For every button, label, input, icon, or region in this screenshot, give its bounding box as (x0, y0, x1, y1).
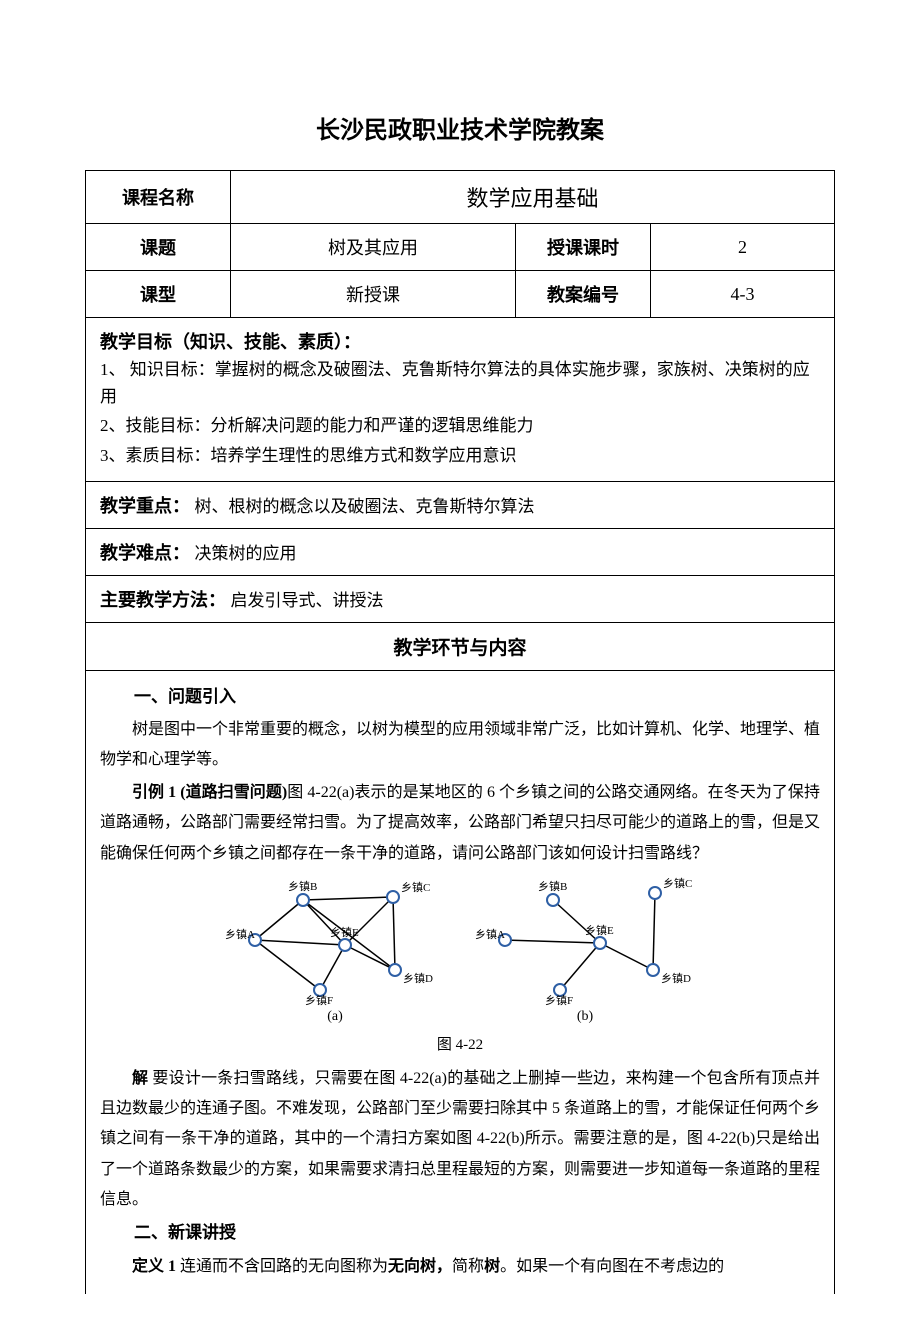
svg-text:乡镇E: 乡镇E (330, 925, 359, 939)
env-title: 教学环节与内容 (86, 622, 835, 670)
row-topic: 课题 树及其应用 授课课时 2 (86, 224, 835, 271)
example-1: 引例 1 (道路扫雪问题)图 4-22(a)表示的是某地区的 6 个乡镇之间的公… (100, 778, 820, 869)
definition-1: 定义 1 连通而不含回路的无向图称为无向树，简称树。如果一个有向图在不考虑边的 (100, 1252, 820, 1282)
def-term1: 无向树， (388, 1258, 452, 1275)
row-keypoint: 教学重点： 树、根树的概念以及破圈法、克鲁斯特尔算法 (86, 481, 835, 528)
topic-label: 课题 (86, 224, 231, 271)
plan-no-value: 4-3 (651, 271, 835, 318)
def-t1: 连通而不含回路的无向图称为 (176, 1258, 388, 1275)
svg-text:乡镇F: 乡镇F (545, 993, 573, 1007)
svg-text:(b): (b) (577, 1009, 594, 1024)
document-title: 长沙民政职业技术学院教案 (85, 110, 835, 145)
svg-text:乡镇C: 乡镇C (663, 876, 692, 890)
difficulty-label: 教学难点： (100, 543, 190, 563)
row-body: 一、问题引入 树是图中一个非常重要的概念，以树为模型的应用领域非常广泛，比如计算… (86, 670, 835, 1294)
def-label: 定义 1 (132, 1258, 176, 1275)
def-t3: 。如果一个有向图在不考虑边的 (500, 1258, 724, 1275)
solution-label: 解 (132, 1070, 148, 1087)
row-goals: 教学目标（知识、技能、素质）： 1、 知识目标：掌握树的概念及破圈法、克鲁斯特尔… (86, 318, 835, 482)
figure-4-22: 乡镇A 乡镇B 乡镇C 乡镇E 乡镇D 乡镇F (a) 乡镇A 乡镇B 乡镇C 乡镇E 乡镇D 乡镇F… (100, 875, 820, 1025)
goal-quality: 3、素质目标：培养学生理性的思维方式和数学应用意识 (100, 442, 820, 469)
type-value: 新授课 (231, 271, 516, 318)
plan-no-label: 教案编号 (516, 271, 651, 318)
solution-paragraph: 解 要设计一条扫雪路线，只需要在图 4-22(a)的基础之上删掉一些边，来构建一… (100, 1064, 820, 1216)
course-name: 数学应用基础 (231, 171, 835, 224)
section-1-heading: 一、问题引入 (100, 681, 820, 713)
method-label: 主要教学方法： (100, 590, 226, 610)
svg-text:乡镇D: 乡镇D (661, 971, 691, 985)
keypoint-text: 树、根树的概念以及破圈法、克鲁斯特尔算法 (195, 497, 535, 516)
row-course-name: 课程名称 数学应用基础 (86, 171, 835, 224)
row-method: 主要教学方法： 启发引导式、讲授法 (86, 575, 835, 622)
lesson-plan-table: 课程名称 数学应用基础 课题 树及其应用 授课课时 2 课型 新授课 教案编号 … (85, 170, 835, 1294)
svg-text:乡镇B: 乡镇B (538, 879, 567, 893)
graph-a: 乡镇A 乡镇B 乡镇C 乡镇E 乡镇D 乡镇F (a) (225, 875, 445, 1025)
svg-text:乡镇A: 乡镇A (225, 927, 255, 941)
svg-text:乡镇B: 乡镇B (288, 879, 317, 893)
svg-text:乡镇E: 乡镇E (585, 923, 614, 937)
goal-knowledge: 1、 知识目标：掌握树的概念及破圈法、克鲁斯特尔算法的具体实施步骤，家族树、决策… (100, 356, 820, 410)
hours-label: 授课课时 (516, 224, 651, 271)
section-2-heading: 二、新课讲授 (100, 1217, 820, 1249)
difficulty-text: 决策树的应用 (195, 544, 297, 563)
svg-text:乡镇F: 乡镇F (305, 993, 333, 1007)
svg-text:(a): (a) (327, 1009, 343, 1024)
intro-paragraph: 树是图中一个非常重要的概念，以树为模型的应用领域非常广泛，比如计算机、化学、地理… (100, 715, 820, 776)
row-env-title: 教学环节与内容 (86, 622, 835, 670)
keypoint-label: 教学重点： (100, 496, 190, 516)
def-t2: 简称 (452, 1258, 484, 1275)
svg-text:乡镇C: 乡镇C (401, 880, 430, 894)
topic-value: 树及其应用 (231, 224, 516, 271)
svg-text:乡镇D: 乡镇D (403, 971, 433, 985)
type-label: 课型 (86, 271, 231, 318)
row-difficulty: 教学难点： 决策树的应用 (86, 528, 835, 575)
graph-b: 乡镇A 乡镇B 乡镇C 乡镇E 乡镇D 乡镇F (b) (475, 875, 695, 1025)
method-text: 启发引导式、讲授法 (231, 591, 384, 610)
example-label: 引例 1 (道路扫雪问题) (132, 784, 287, 801)
goal-skill: 2、技能目标：分析解决问题的能力和严谨的逻辑思维能力 (100, 412, 820, 439)
def-term2: 树 (484, 1258, 500, 1275)
goals-heading: 教学目标（知识、技能、素质）： (100, 328, 820, 354)
row-type: 课型 新授课 教案编号 4-3 (86, 271, 835, 318)
course-name-label: 课程名称 (86, 171, 231, 224)
hours-value: 2 (651, 224, 835, 271)
svg-text:乡镇A: 乡镇A (475, 927, 505, 941)
figure-caption: 图 4-22 (100, 1031, 820, 1060)
solution-text: 要设计一条扫雪路线，只需要在图 4-22(a)的基础之上删掉一些边，来构建一个包… (100, 1070, 820, 1209)
page: 长沙民政职业技术学院教案 课程名称 数学应用基础 课题 树及其应用 授课课时 2… (0, 0, 920, 1334)
